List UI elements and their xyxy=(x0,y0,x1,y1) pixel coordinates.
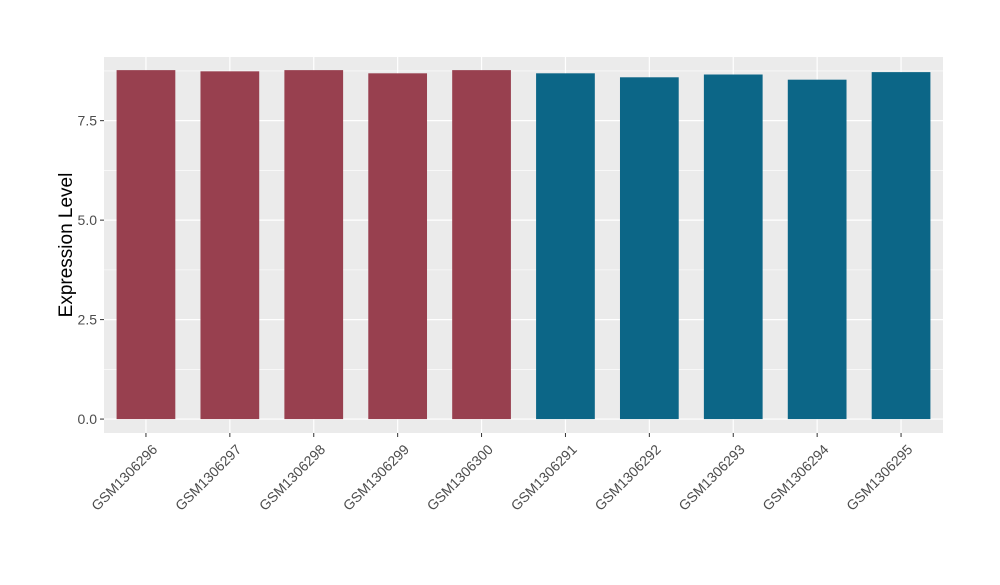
x-tick-label: GSM1306295 xyxy=(843,441,916,514)
bar-GSM1306291 xyxy=(536,73,595,420)
bar-GSM1306296 xyxy=(116,70,176,420)
bar-GSM1306297 xyxy=(200,71,260,420)
x-tick-label: GSM1306294 xyxy=(759,441,832,514)
bar-GSM1306298 xyxy=(284,70,344,420)
x-tick-label: GSM1306292 xyxy=(591,441,664,514)
y-tick-label: 2.5 xyxy=(78,312,98,328)
x-tick-label: GSM1306293 xyxy=(675,441,748,514)
y-axis-title: Expression Level xyxy=(56,173,77,318)
bars xyxy=(116,70,931,420)
bar-GSM1306299 xyxy=(368,73,428,420)
x-axis: GSM1306296 GSM1306297 GSM1306298 GSM1306299… xyxy=(88,433,916,514)
bar-GSM1306295 xyxy=(871,72,931,420)
bar-GSM1306294 xyxy=(787,79,847,420)
x-tick-label: GSM1306296 xyxy=(88,441,161,514)
bar-GSM1306300 xyxy=(452,70,511,420)
y-tick-label: 7.5 xyxy=(78,113,98,129)
y-axis: 0.0 2.5 5.0 7.5 xyxy=(78,113,104,427)
x-tick-label: GSM1306291 xyxy=(508,441,581,514)
bar-GSM1306292 xyxy=(619,77,679,420)
y-tick-label: 0.0 xyxy=(78,411,98,427)
bar-GSM1306293 xyxy=(703,74,763,420)
x-tick-label: GSM1306299 xyxy=(340,441,413,514)
x-tick-label: GSM1306297 xyxy=(172,441,245,514)
y-tick-label: 5.0 xyxy=(78,212,98,228)
x-tick-label: GSM1306298 xyxy=(256,441,329,514)
x-tick-label: GSM1306300 xyxy=(424,441,497,514)
